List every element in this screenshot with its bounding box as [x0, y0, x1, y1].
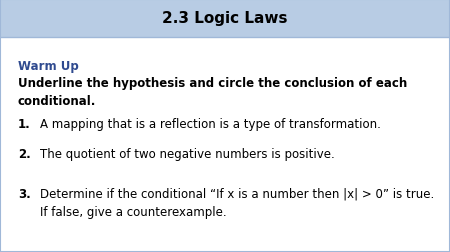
Text: A mapping that is a reflection is a type of transformation.: A mapping that is a reflection is a type… [40, 117, 381, 131]
Text: 3.: 3. [18, 187, 31, 200]
Text: Underline the hypothesis and circle the conclusion of each
conditional.: Underline the hypothesis and circle the … [18, 77, 407, 108]
Text: 1.: 1. [18, 117, 31, 131]
Text: The quotient of two negative numbers is positive.: The quotient of two negative numbers is … [40, 147, 335, 160]
Bar [0, 0, 450, 38]
Text: 2.: 2. [18, 147, 31, 160]
Text: Determine if the conditional “If x is a number then |x| > 0” is true.
If false, : Determine if the conditional “If x is a … [40, 187, 434, 218]
Text: 2.3 Logic Laws: 2.3 Logic Laws [162, 11, 288, 26]
Text: Warm Up: Warm Up [18, 60, 79, 73]
